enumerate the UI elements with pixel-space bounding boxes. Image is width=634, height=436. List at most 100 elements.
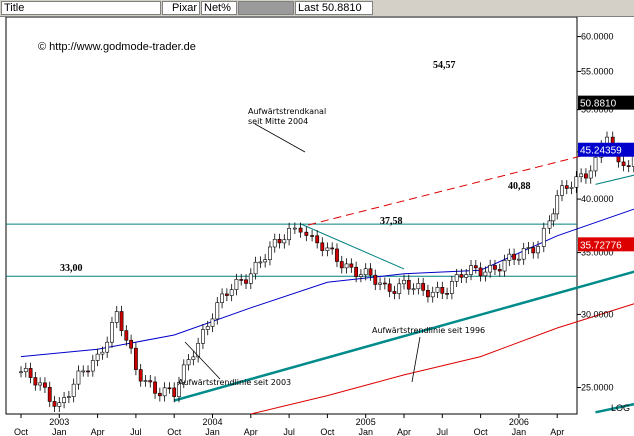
toolbar: Title Pixar Net% Last 50.8810 — [0, 0, 634, 17]
candle-body — [349, 263, 354, 268]
y-tick-label: 25.0000 — [581, 382, 614, 392]
annotation-channel-line2: seit Mitte 2004 — [248, 117, 308, 126]
y-tick-label: 40.0000 — [581, 194, 614, 204]
trend-2003-pointer — [184, 341, 221, 380]
candle-body — [569, 186, 574, 189]
candle-body — [253, 261, 258, 275]
x-tick-label: Jul — [283, 427, 295, 436]
candle-body — [421, 283, 426, 291]
y-tick-label: 30.0000 — [581, 309, 614, 319]
candle-body — [459, 274, 464, 278]
candle-body — [354, 266, 359, 277]
candle-body — [310, 235, 314, 237]
candle-body — [579, 173, 584, 178]
candle-body — [464, 274, 469, 278]
candle-body — [258, 261, 263, 264]
blank-field — [238, 1, 294, 15]
candle-body — [574, 176, 579, 188]
candle-body — [205, 326, 210, 330]
x-tick-label: Oct — [14, 427, 29, 436]
title-field[interactable]: Title — [1, 1, 161, 15]
annotation-trend-2003: Aufwärtstrendlinie seit 2003 — [178, 378, 291, 387]
candle-body — [210, 318, 215, 327]
x-tick-label: Oct — [320, 427, 335, 436]
candle-body — [47, 387, 52, 402]
candle-body — [411, 288, 416, 291]
symbol-field[interactable]: Pixar — [162, 1, 200, 15]
price-chart[interactable]: © http://www.godmode-trader.de 54,57 40,… — [0, 17, 634, 436]
candle-body — [234, 279, 239, 290]
candle-body — [248, 273, 253, 284]
candle-body — [416, 283, 421, 290]
candle-body — [28, 368, 33, 378]
candle-body — [507, 253, 512, 261]
candle-body — [387, 283, 392, 292]
trend-1996-pointer — [411, 336, 421, 383]
y-tick-label: 50.0000 — [581, 105, 614, 115]
candle-body — [287, 228, 292, 241]
mode-field[interactable]: Net% — [201, 1, 237, 15]
trendline-trend2003 — [173, 270, 634, 402]
candle-body — [584, 173, 588, 179]
candle-body — [621, 161, 626, 166]
candle-body — [100, 351, 105, 355]
price-tag-box — [578, 237, 634, 252]
moving-average-line — [250, 303, 634, 415]
candle-body — [373, 274, 378, 285]
candle-body — [315, 235, 320, 244]
annotation-trend-1996: Aufwärtstrendlinie seit 1996 — [372, 326, 485, 335]
last-price-field: Last 50.8810 — [295, 1, 373, 15]
candle-body — [172, 387, 177, 397]
candle-body — [526, 247, 531, 249]
candle-body — [201, 329, 205, 344]
trendline-trend1996 — [595, 402, 634, 414]
candle-body — [95, 353, 100, 361]
candle-body — [304, 231, 309, 236]
x-year-label: 2003 — [49, 417, 69, 427]
candle-body — [229, 289, 234, 296]
candle-body — [478, 267, 483, 277]
x-tick-label: Jul — [437, 427, 449, 436]
x-tick-label: Jan — [205, 427, 220, 436]
x-year-label: 2005 — [356, 417, 376, 427]
candle-body — [124, 330, 129, 341]
candle-body — [71, 383, 76, 397]
candle-body — [153, 381, 157, 394]
candle-body — [114, 311, 119, 323]
candle-body — [330, 247, 335, 250]
price-tag-text: 45.24359 — [580, 146, 622, 157]
candle-body — [81, 370, 86, 373]
watermark-text: © http://www.godmode-trader.de — [38, 41, 196, 53]
annotation-level-40-88: 40,88 — [508, 181, 531, 192]
candle-body — [344, 263, 349, 269]
candle-body — [502, 260, 507, 272]
candle-body — [272, 238, 277, 248]
candle-body — [19, 371, 23, 374]
price-tag-box — [578, 142, 634, 157]
axis-layer: LOG 25.000030.000035.000040.000045.00005… — [14, 32, 630, 436]
candle-body — [143, 380, 148, 382]
candle-body — [134, 347, 138, 370]
candle-body — [560, 185, 564, 196]
candle-body — [129, 339, 134, 349]
annotation-level-37-58: 37,58 — [380, 216, 403, 227]
candle-body — [52, 401, 57, 407]
y-tick-label: 55.0000 — [581, 66, 614, 76]
candle-body — [239, 279, 244, 281]
candle-body — [339, 261, 344, 269]
candle-body — [488, 265, 493, 273]
plot-frame — [5, 17, 578, 415]
price-tags: 50.8810 45.24359 35.72776 — [578, 95, 634, 252]
price-tag-text: 50.8810 — [580, 99, 617, 110]
candle-body — [469, 265, 473, 275]
candle-body — [397, 283, 402, 294]
x-tick-label: Apr — [244, 427, 258, 436]
candle-body — [148, 380, 153, 383]
annotation-channel-line1: Aufwärtstrendkanal — [248, 107, 326, 116]
candle-body — [359, 274, 363, 277]
trendline-downtrend — [300, 223, 405, 270]
candle-body — [531, 247, 536, 254]
candle-body — [282, 239, 287, 244]
y-tick-label: 60.0000 — [581, 32, 614, 42]
candle-body — [368, 268, 373, 276]
